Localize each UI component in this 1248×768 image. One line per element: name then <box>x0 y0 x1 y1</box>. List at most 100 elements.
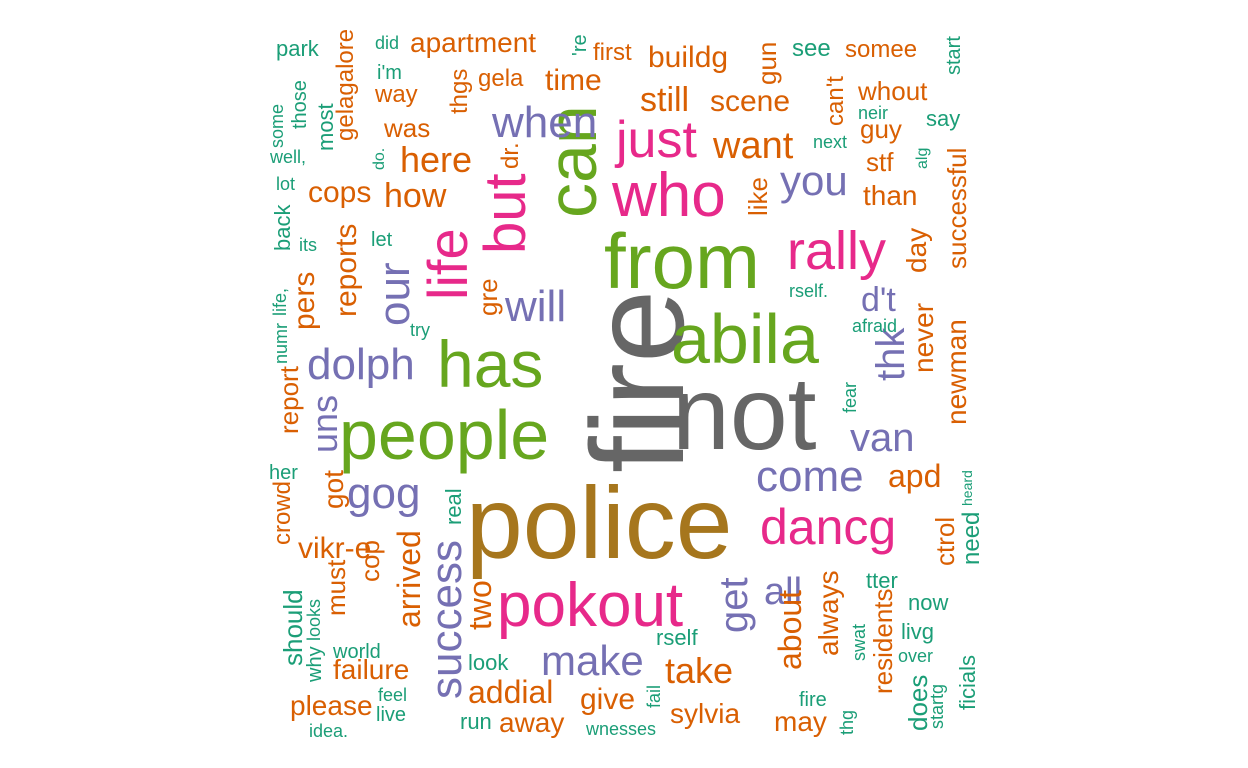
word-54: reports <box>330 223 363 317</box>
word-79: please <box>290 690 373 721</box>
word-46: want <box>713 125 794 167</box>
word-14: dancg <box>760 499 897 555</box>
word-15: when <box>492 98 598 147</box>
word-106: fear <box>840 381 860 413</box>
word-94: well, <box>270 147 307 167</box>
word-92: say <box>926 106 961 131</box>
word-103: numr <box>271 322 291 364</box>
word-37: time <box>545 64 602 97</box>
word-93: next <box>813 132 848 152</box>
word-69: two <box>462 580 498 630</box>
word-42: whout <box>858 76 928 106</box>
word-115: rself <box>656 625 698 650</box>
word-48: dr. <box>497 142 524 169</box>
word-43: was <box>384 113 431 143</box>
word-98: back <box>270 204 295 251</box>
word-78: sylvia <box>670 698 741 729</box>
word-49: stf <box>866 147 894 177</box>
word-97: lot <box>276 174 296 194</box>
word-101: life, <box>270 287 290 316</box>
word-132: wnesses <box>586 719 657 739</box>
word-118: why <box>304 646 326 682</box>
word-63: got <box>318 470 349 509</box>
word-13: pokout <box>497 571 684 640</box>
word-75: addial <box>468 674 554 710</box>
word-55: day <box>901 227 932 273</box>
word-99: its <box>299 235 317 255</box>
word-23: come <box>756 452 864 501</box>
word-111: tter <box>866 568 898 593</box>
word-119: world <box>333 641 381 663</box>
word-16: you <box>780 157 848 204</box>
word-60: newman <box>941 319 972 425</box>
word-45: guy <box>860 114 902 144</box>
word-61: report <box>274 366 304 434</box>
word-124: ficials <box>955 654 980 710</box>
word-44: thgs <box>446 68 473 114</box>
word-36: gela <box>478 65 524 92</box>
word-11: life <box>416 228 479 300</box>
word-83: did <box>375 33 400 53</box>
word-7: has <box>437 327 544 401</box>
word-20: d't <box>861 281 896 319</box>
word-2: police <box>466 466 733 580</box>
word-47: here <box>400 139 473 180</box>
word-18: our <box>370 262 419 326</box>
word-113: looks <box>304 598 324 641</box>
word-24: gog <box>347 469 421 518</box>
word-130: thg <box>837 709 857 735</box>
word-9: just <box>616 111 697 169</box>
word-5: abila <box>671 300 819 378</box>
word-110: need <box>958 511 985 565</box>
word-40: scene <box>710 85 791 118</box>
word-10: but <box>473 173 538 254</box>
word-100: let <box>371 229 393 251</box>
word-31: first <box>593 39 632 66</box>
word-74: take <box>665 650 734 691</box>
word-77: give <box>580 683 636 716</box>
word-72: ctrol <box>930 516 960 566</box>
word-50: cops <box>308 176 372 209</box>
word-34: somee <box>845 36 918 63</box>
word-129: run <box>460 709 492 734</box>
word-120: look <box>468 650 509 675</box>
word-89: those <box>289 80 311 129</box>
word-76: failure <box>333 654 410 685</box>
word-52: like <box>743 176 773 216</box>
word-28: make <box>541 637 644 684</box>
word-57: pers <box>288 271 321 330</box>
word-39: still <box>640 81 690 119</box>
word-87: i'm <box>377 62 402 84</box>
word-125: feel <box>378 685 408 705</box>
word-128: live <box>376 704 407 726</box>
word-85: see <box>792 35 831 62</box>
word-96: alg <box>914 147 931 169</box>
word-91: neir <box>858 103 889 123</box>
word-8: who <box>612 161 726 230</box>
word-108: heard <box>959 470 975 506</box>
word-105: afraid <box>852 316 898 336</box>
word-131: idea. <box>309 721 349 741</box>
word-84: 're <box>569 34 591 56</box>
word-126: fail <box>644 684 664 708</box>
word-88: some <box>267 103 287 148</box>
word-95: do. <box>371 147 388 170</box>
word-114: now <box>908 590 949 615</box>
word-22: van <box>850 416 915 460</box>
word-51: how <box>384 177 447 215</box>
word-112: should <box>278 589 308 666</box>
word-121: over <box>898 646 934 666</box>
word-32: buildg <box>648 41 729 74</box>
word-71: always <box>813 570 844 656</box>
word-109: real <box>441 488 466 525</box>
word-86: start <box>943 36 965 75</box>
word-33: gun <box>752 41 782 85</box>
word-38: way <box>375 81 418 108</box>
word-117: livg <box>901 619 935 644</box>
word-65: vikr-e <box>298 532 372 565</box>
word-17: will <box>505 282 567 331</box>
word-80: away <box>499 707 565 738</box>
word-4: from <box>604 217 760 305</box>
word-67: cop <box>355 540 385 582</box>
